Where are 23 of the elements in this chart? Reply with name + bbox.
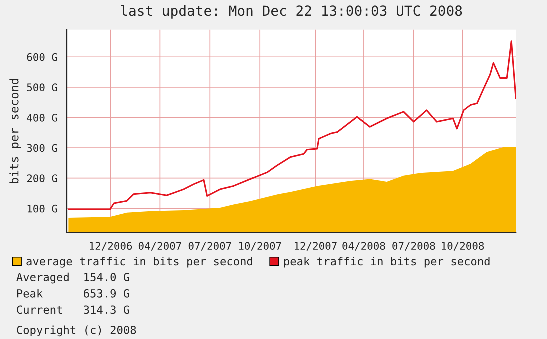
x-tick-label: 04/2007: [138, 242, 182, 251]
text: Averaged 154.0 G: [16, 272, 130, 284]
x-tick-label: 04/2008: [342, 242, 386, 251]
y-tick-label: 200 G: [27, 174, 58, 182]
y-tick-label: 500 G: [27, 84, 58, 92]
x-tick-label: 12/2007: [294, 242, 337, 251]
text: Current 314.3 G: [17, 306, 130, 314]
x-tick-label: 10/2008: [442, 242, 484, 251]
text: Peak 653.9 G: [17, 289, 130, 298]
y-tick-label: 600 G: [27, 53, 58, 62]
line-series: [68, 40, 516, 210]
y-tick-label: 300 G: [27, 144, 58, 152]
legend-label: peak traffic in bits per second: [284, 257, 490, 268]
y-axis-title: bits per second: [10, 79, 22, 184]
text: Copyright (c) 2008: [17, 326, 136, 337]
x-tick-label: 12/2006: [90, 242, 132, 251]
chart-title: last update: Mon Dec 22 13:00:03 UTC 2008: [121, 5, 462, 19]
x-tick-label: 07/2007: [188, 242, 232, 251]
x-tick-label: 10/2007: [239, 242, 282, 251]
x-tick-label: 07/2008: [392, 242, 436, 251]
legend-label: average traffic in bits per second: [26, 257, 252, 268]
y-tick-label: 100 G: [28, 204, 58, 213]
y-tick-label: 400 G: [27, 114, 58, 122]
